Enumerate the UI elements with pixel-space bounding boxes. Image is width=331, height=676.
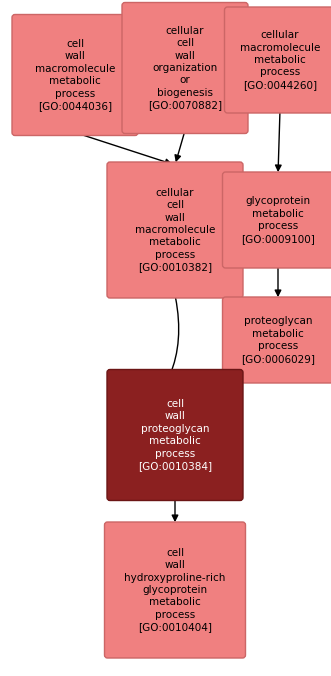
FancyBboxPatch shape (107, 370, 243, 500)
FancyBboxPatch shape (122, 3, 248, 133)
Text: cellular
macromolecule
metabolic
process
[GO:0044260]: cellular macromolecule metabolic process… (240, 30, 320, 90)
Text: glycoprotein
metabolic
process
[GO:0009100]: glycoprotein metabolic process [GO:00091… (241, 197, 315, 243)
FancyBboxPatch shape (107, 162, 243, 298)
FancyBboxPatch shape (12, 14, 138, 135)
Text: cellular
cell
wall
macromolecule
metabolic
process
[GO:0010382]: cellular cell wall macromolecule metabol… (135, 188, 215, 272)
Text: cell
wall
proteoglycan
metabolic
process
[GO:0010384]: cell wall proteoglycan metabolic process… (138, 399, 212, 471)
FancyBboxPatch shape (105, 522, 246, 658)
FancyBboxPatch shape (222, 297, 331, 383)
FancyBboxPatch shape (224, 7, 331, 113)
Text: cellular
cell
wall
organization
or
biogenesis
[GO:0070882]: cellular cell wall organization or bioge… (148, 26, 222, 110)
FancyBboxPatch shape (222, 172, 331, 268)
Text: cell
wall
hydroxyproline-rich
glycoprotein
metabolic
process
[GO:0010404]: cell wall hydroxyproline-rich glycoprote… (124, 548, 226, 632)
Text: proteoglycan
metabolic
process
[GO:0006029]: proteoglycan metabolic process [GO:00060… (241, 316, 315, 364)
Text: cell
wall
macromolecule
metabolic
process
[GO:0044036]: cell wall macromolecule metabolic proces… (35, 39, 115, 111)
